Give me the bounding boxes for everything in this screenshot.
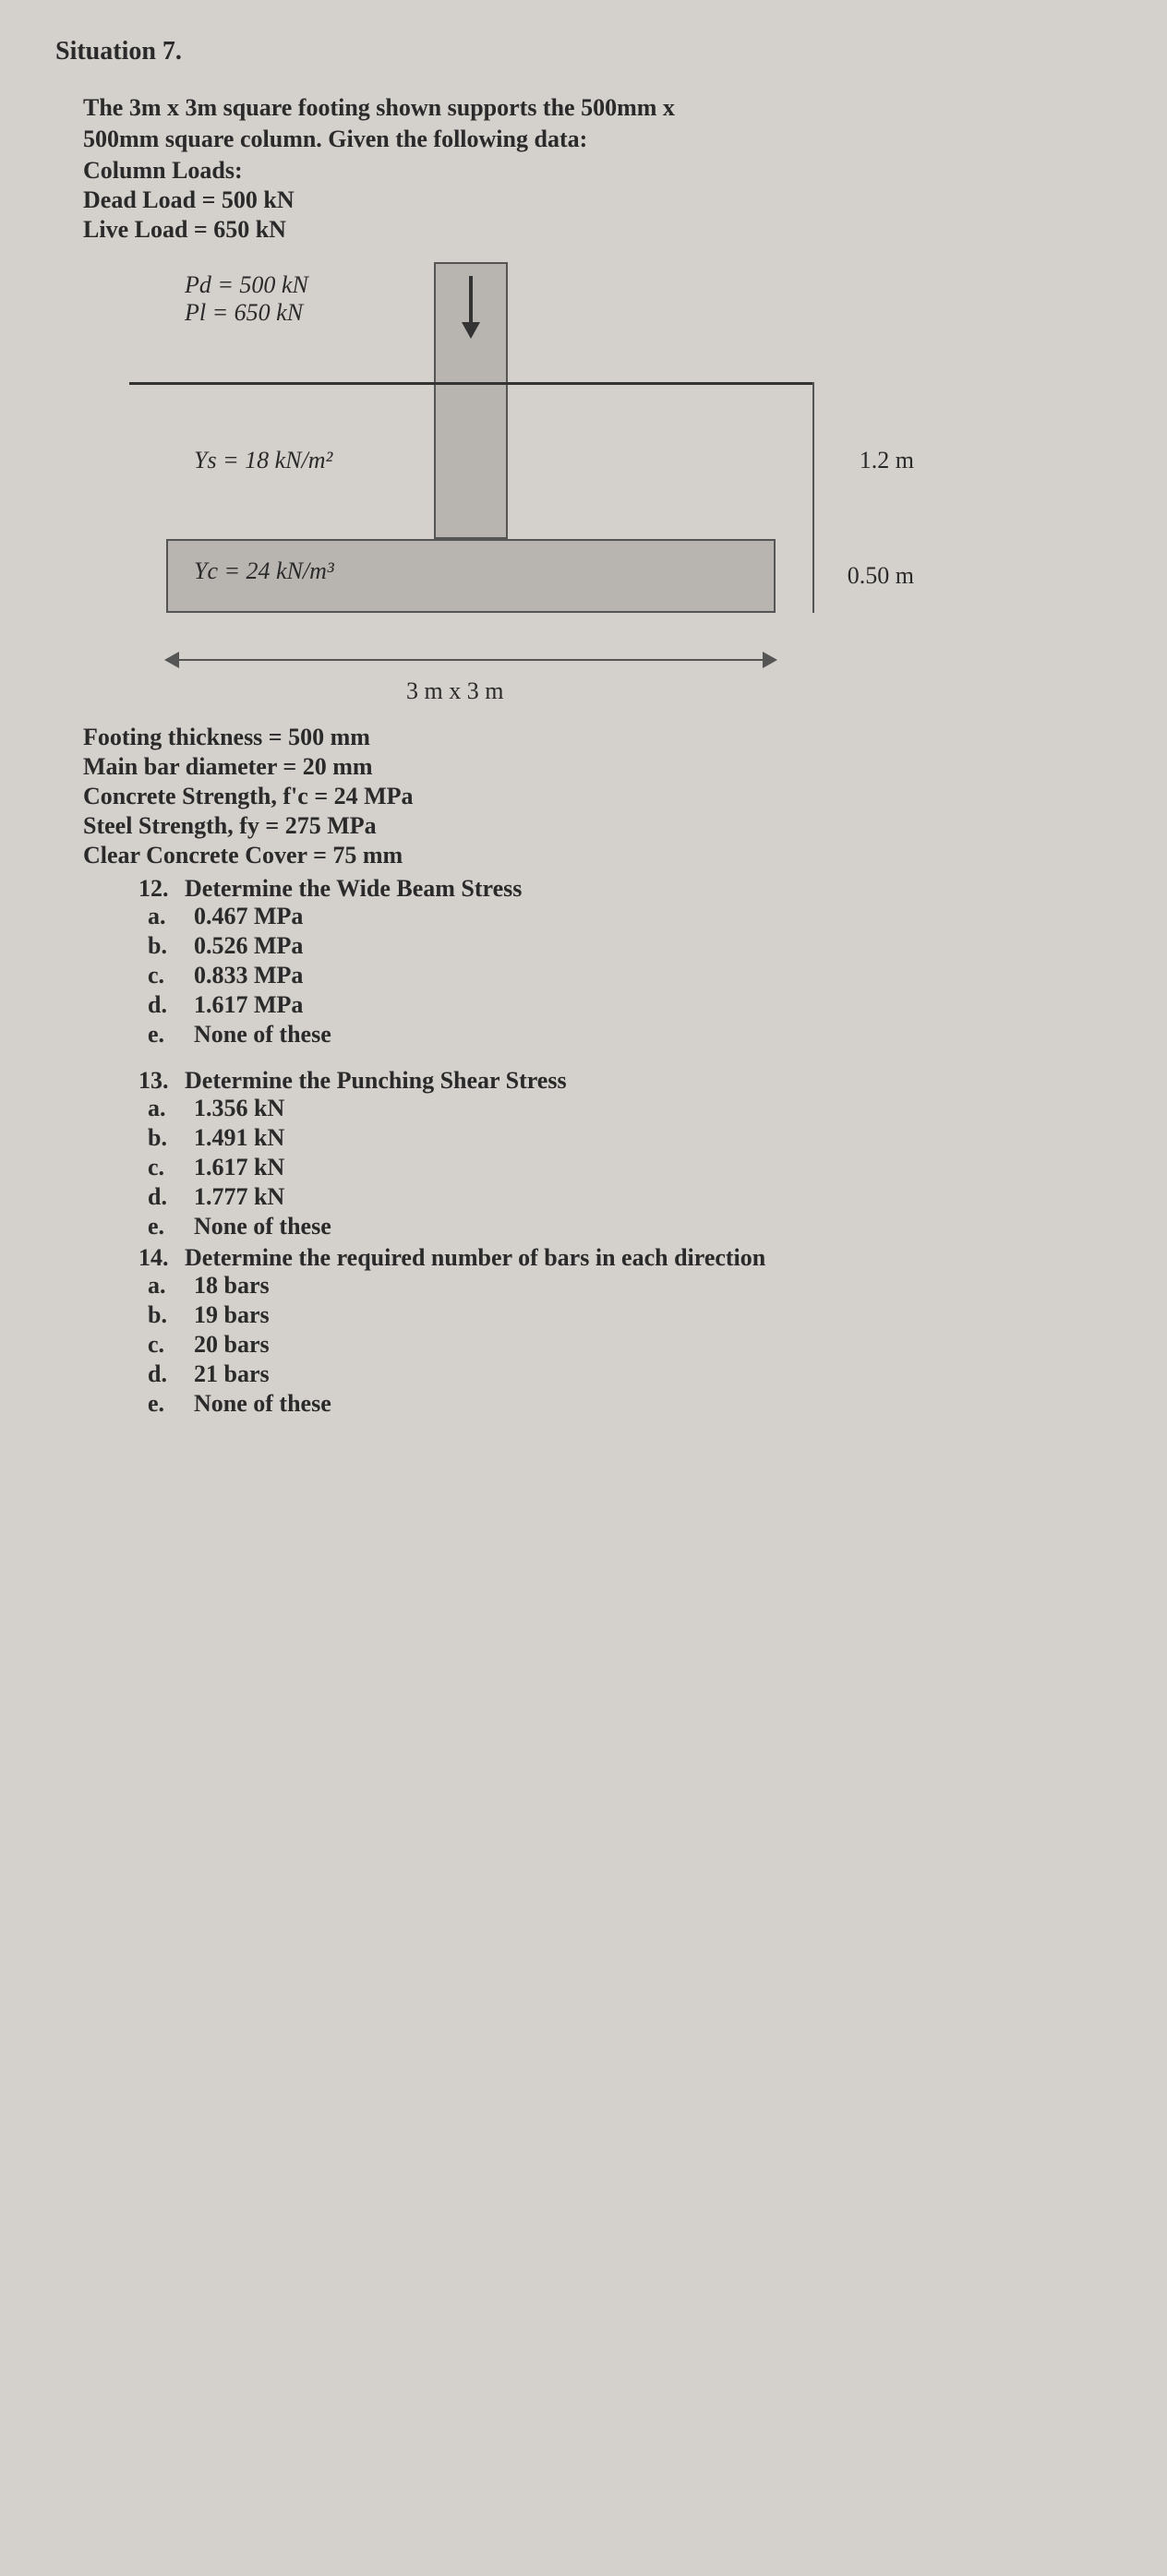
option-letter: a. [148,1095,194,1122]
option-13b: b.1.491 kN [55,1124,1112,1152]
option-text: 19 bars [194,1301,270,1329]
option-letter: d. [148,1183,194,1211]
option-13c: c.1.617 kN [55,1154,1112,1181]
option-text: 20 bars [194,1331,270,1359]
spec-cover: Clear Concrete Cover = 75 mm [55,842,1112,869]
option-text: 1.617 MPa [194,991,303,1019]
question-12: 12. Determine the Wide Beam Stress [55,875,1112,903]
option-letter: e. [148,1390,194,1418]
option-12c: c.0.833 MPa [55,962,1112,989]
option-text: 1.777 kN [194,1183,284,1211]
live-load: Live Load = 650 kN [55,216,1112,244]
question-14: 14. Determine the required number of bar… [55,1244,1112,1272]
option-letter: d. [148,991,194,1019]
question-13: 13. Determine the Punching Shear Stress [55,1067,1112,1095]
option-13a: a.1.356 kN [55,1095,1112,1122]
option-letter: b. [148,932,194,960]
soil-weight-label: Ys = 18 kN/m² [194,447,332,474]
option-14d: d.21 bars [55,1360,1112,1388]
option-text: 0.833 MPa [194,962,303,989]
option-text: None of these [194,1021,331,1048]
intro-line-2: 500mm square column. Given the following… [55,126,1112,153]
spec-concrete-strength: Concrete Strength, f'c = 24 MPa [55,783,1112,810]
option-text: 0.467 MPa [194,903,303,930]
concrete-weight-label: Yc = 24 kN/m³ [194,557,334,585]
spec-thickness: Footing thickness = 500 mm [55,724,1112,751]
question-number: 13. [138,1067,185,1095]
option-12e: e.None of these [55,1021,1112,1048]
option-letter: c. [148,1154,194,1181]
question-number: 12. [138,875,185,903]
dim-width-arrow [166,659,776,661]
spec-steel-strength: Steel Strength, fy = 275 MPa [55,812,1112,840]
option-14c: c.20 bars [55,1331,1112,1359]
spec-bar-diameter: Main bar diameter = 20 mm [55,753,1112,781]
ground-line [129,382,812,385]
dim-thick-label: 0.50 m [848,562,914,590]
situation-title: Situation 7. [55,37,1112,66]
option-14e: e.None of these [55,1390,1112,1418]
dim-line-thick [812,539,814,613]
question-text: Determine the Wide Beam Stress [185,875,522,903]
pl-label: Pl = 650 kN [185,299,308,327]
load-arrow-icon [457,276,485,341]
option-text: 21 bars [194,1360,270,1388]
option-12b: b.0.526 MPa [55,932,1112,960]
option-letter: b. [148,1301,194,1329]
option-13d: d.1.777 kN [55,1183,1112,1211]
option-letter: c. [148,962,194,989]
option-letter: e. [148,1021,194,1048]
option-text: 18 bars [194,1272,270,1300]
dim-line-depth [812,382,814,539]
option-letter: a. [148,1272,194,1300]
intro-line-1: The 3m x 3m square footing shown support… [55,94,1112,122]
option-letter: c. [148,1331,194,1359]
option-letter: b. [148,1124,194,1152]
option-text: None of these [194,1390,331,1418]
question-text: Determine the Punching Shear Stress [185,1067,567,1095]
option-12a: a.0.467 MPa [55,903,1112,930]
column-loads-header: Column Loads: [55,157,1112,185]
pd-label: Pd = 500 kN [185,271,308,299]
dim-depth-label: 1.2 m [860,447,914,474]
option-14a: a.18 bars [55,1272,1112,1300]
option-letter: d. [148,1360,194,1388]
option-text: None of these [194,1213,331,1240]
option-text: 0.526 MPa [194,932,303,960]
option-12d: d.1.617 MPa [55,991,1112,1019]
option-14b: b.19 bars [55,1301,1112,1329]
dim-width-label: 3 m x 3 m [406,677,503,705]
footing-diagram: Pd = 500 kN Pl = 650 kN Ys = 18 kN/m² Yc… [129,262,914,705]
option-text: 1.491 kN [194,1124,284,1152]
option-13e: e.None of these [55,1213,1112,1240]
question-number: 14. [138,1244,185,1272]
load-values: Pd = 500 kN Pl = 650 kN [185,271,308,327]
option-letter: e. [148,1213,194,1240]
option-letter: a. [148,903,194,930]
question-text: Determine the required number of bars in… [185,1244,765,1272]
option-text: 1.617 kN [194,1154,284,1181]
dead-load: Dead Load = 500 kN [55,186,1112,214]
option-text: 1.356 kN [194,1095,284,1122]
